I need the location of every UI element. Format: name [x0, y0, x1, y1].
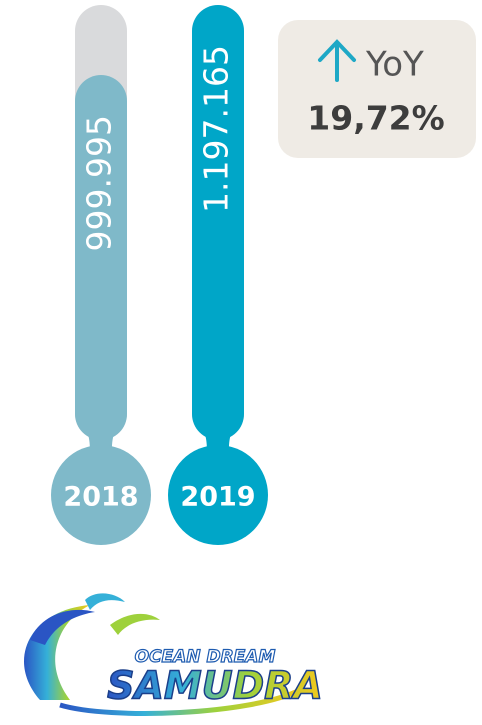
yoy-label: YoY: [365, 45, 424, 85]
year-label: 2018: [63, 482, 138, 513]
logo: OCEAN DREAM SAMUDRA: [24, 593, 323, 713]
value-label: 999.995: [80, 115, 119, 251]
yoy-value: 19,72%: [307, 99, 444, 138]
neck: [75, 395, 127, 450]
value-label: 1.197.165: [197, 45, 236, 213]
neck: [192, 395, 244, 450]
chart: 2018 999.995 2019 1.197.165 YoY 19,72% OCEA…: [0, 0, 482, 725]
year-label: 2019: [180, 482, 255, 513]
bars: 2018 999.995 2019 1.197.165: [51, 5, 268, 545]
logo-main: SAMUDRA: [107, 664, 323, 708]
page: 2018 999.995 2019 1.197.165 YoY 19,72% OCEA…: [0, 0, 482, 725]
